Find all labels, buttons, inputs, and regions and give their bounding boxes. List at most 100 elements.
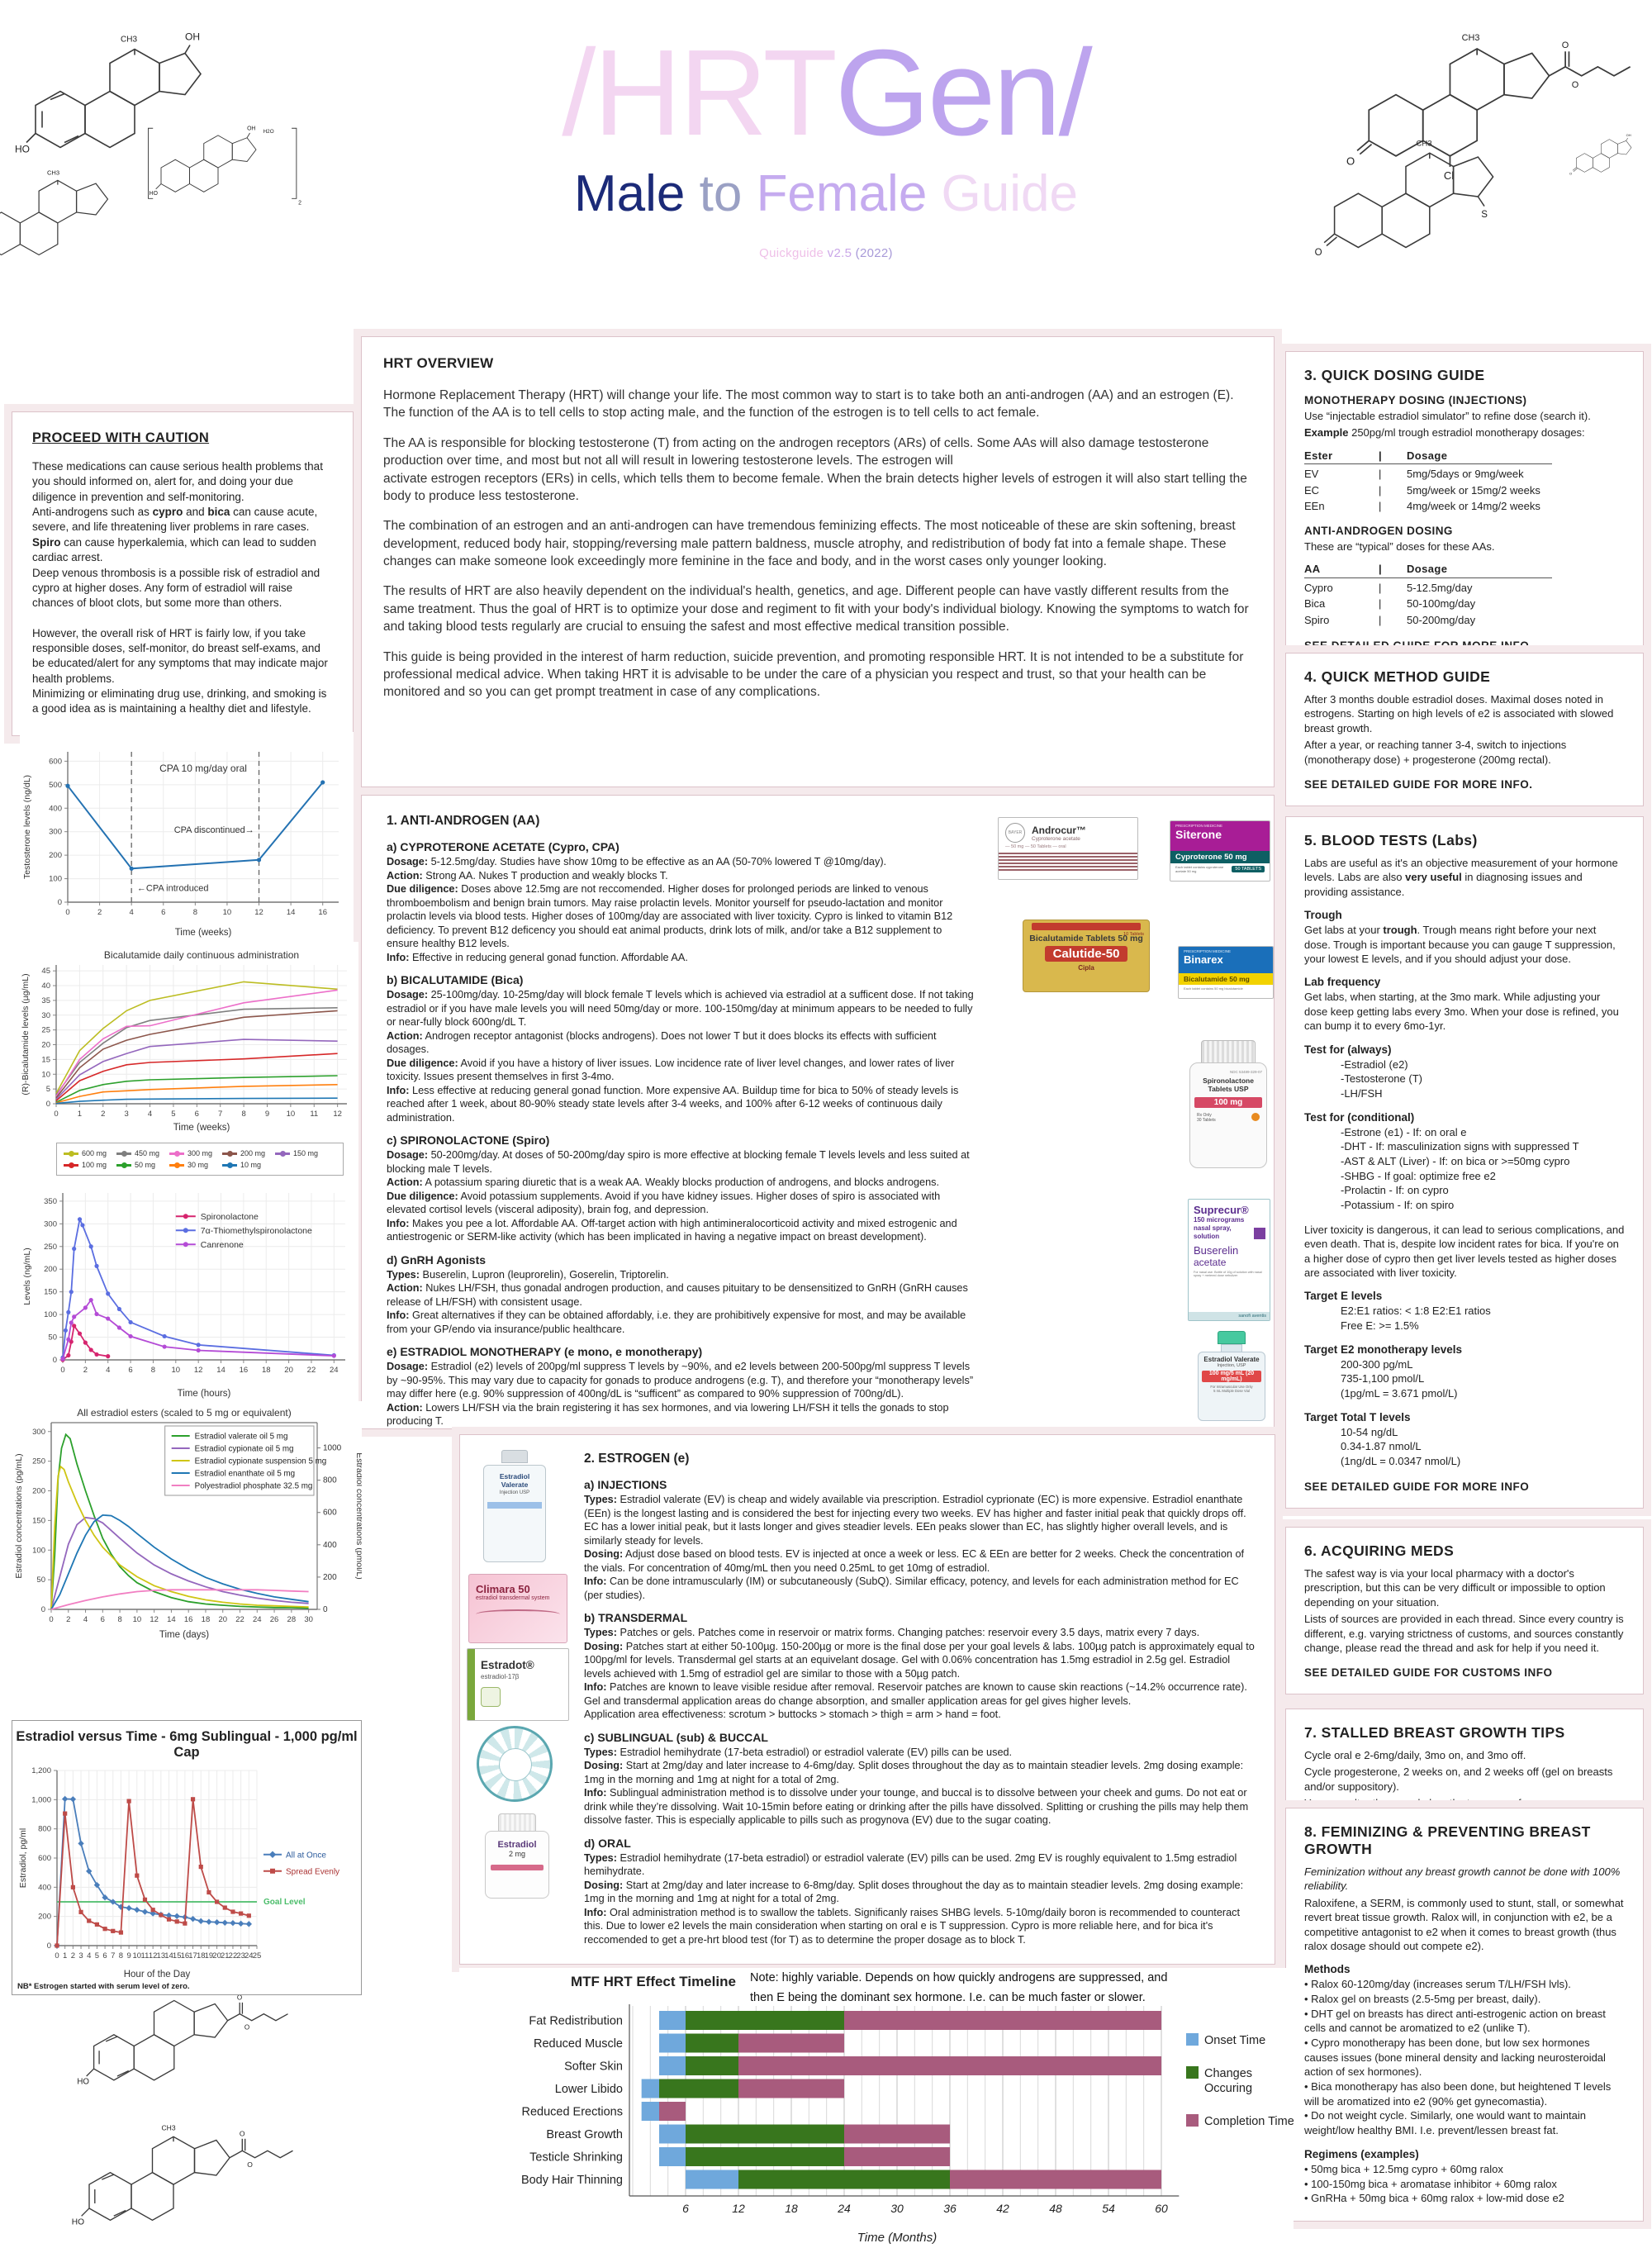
right-list-item: • Ralox 60-120mg/day (increases serum T/… (1304, 1978, 1571, 1991)
drug-item-line: Action: Nukes LH/FSH, thus gonadal andro… (387, 1282, 968, 1308)
med-sub: Injection, USP (1217, 1363, 1246, 1368)
med-calutide: Bicalutamide Tablets 50 mg Calutide-50 Cip… (1023, 920, 1150, 992)
right-list-item: • Bica monotherapy has also been done, b… (1304, 2080, 1612, 2108)
cell-drug: Bica (1304, 597, 1326, 611)
legend-dot (69, 1150, 74, 1157)
svg-text:Completion Time: Completion Time (1204, 2115, 1294, 2128)
right-paragraph: The safest way is via your local pharmac… (1304, 1567, 1606, 1609)
timeline-bar-completion (738, 2079, 844, 2098)
line-label: Action: (387, 1401, 423, 1414)
svg-text:7: 7 (218, 1110, 222, 1119)
svg-text:40: 40 (41, 981, 50, 991)
med-sub: 2 mg (508, 1850, 525, 1858)
subtitle-part: Guide (927, 164, 1078, 222)
svg-text:200: 200 (323, 1573, 337, 1582)
patch-square (481, 1687, 501, 1707)
svg-text:200: 200 (32, 1487, 45, 1496)
svg-text:12: 12 (150, 1615, 159, 1624)
dosing-table: AA | Dosage Cypro | 5-12.5mg/day Bica | 50-100mg… (1304, 561, 1552, 628)
legend-dot (280, 1150, 286, 1157)
med-top: PRESCRIPTION MEDICINE (1184, 949, 1232, 953)
molecule-steroid-small: O OH (1569, 76, 1652, 233)
svg-text:O: O (1569, 172, 1572, 176)
molecule-estradiol-svg: HO OH CH3 (15, 31, 202, 155)
timeline-bar-changes (738, 2170, 950, 2189)
svg-text:21: 21 (221, 1951, 230, 1960)
drug-item-line: Types: Estradiol hemihydrate (17-beta es… (584, 1746, 1013, 1758)
line-label: Due diligence: (387, 1190, 458, 1202)
med-brand: Calutide-50 (1044, 946, 1128, 962)
med-band: 100 mg/5 mL (20 mg/mL) (1202, 1371, 1261, 1382)
right-list-item: • 50mg bica + 12.5mg cypro + 60mg ralox (1304, 2162, 1503, 2175)
legend-dot (174, 1150, 180, 1157)
timeline-bar-onset (659, 2011, 686, 2030)
right-paragraph: You may alter these cycle lengths to you… (1304, 1797, 1557, 1810)
right-subheading: Lab frequency (1304, 976, 1381, 989)
right-list-item: 200-300 pg/mL (1341, 1357, 1413, 1371)
caution-paragraph: Anti-androgens such as cypro and bica ca… (32, 506, 318, 534)
maker-logo (1251, 1113, 1260, 1121)
svg-text:Time (Months): Time (Months) (857, 2231, 938, 2245)
svg-text:0: 0 (53, 1356, 57, 1365)
line-label: Info: (387, 1309, 410, 1321)
series-100 mg (55, 1053, 338, 1102)
chart-spironolactone-levels: 0 2 4 6 8 10 12 14 16 18 20 22 24 0 50 100 150 200 250 300 3… (20, 1181, 358, 1401)
med-name2: Buserelin (1194, 1244, 1239, 1257)
drug-item-line: Dosing: Patches start at either 50-100µg… (584, 1640, 1255, 1680)
svg-text:17: 17 (188, 1951, 197, 1960)
line-label: Action: (387, 1282, 423, 1294)
svg-text:200: 200 (44, 1265, 57, 1274)
svg-text:600: 600 (49, 757, 62, 766)
svg-text:200: 200 (49, 851, 62, 860)
svg-text:Estradiol valerate oil 5 mg: Estradiol valerate oil 5 mg (195, 1433, 288, 1442)
svg-text:Occuring: Occuring (1204, 2082, 1252, 2095)
svg-text:5: 5 (171, 1110, 175, 1119)
subtitle-part: Male (574, 164, 686, 222)
right-paragraph: Raloxifene, a SERM, is commonly used to … (1304, 1896, 1624, 1953)
right-list-item: • GnRHa + 50mg bica + 60mg ralox + low-m… (1304, 2192, 1564, 2205)
med-use: For Intramuscular Use Only (1210, 1385, 1253, 1389)
dosing-table-row: Spiro | 50-200mg/day (1304, 612, 1552, 629)
svg-text:600: 600 (38, 1854, 51, 1863)
right-paragraph: These are “typical” doses for these AAs. (1304, 539, 1495, 553)
svg-text:0: 0 (49, 1615, 53, 1624)
svg-text:16: 16 (184, 1615, 193, 1624)
legend-item: 450 mg (116, 1149, 169, 1157)
med-name: Climara 50 (476, 1583, 530, 1595)
med-maker: sanofi aventis (1189, 1312, 1270, 1320)
med-name: Estradiol (497, 1840, 537, 1850)
svg-text:24: 24 (330, 1366, 339, 1375)
svg-text:400: 400 (49, 804, 62, 813)
series-200 mg (55, 1010, 338, 1099)
svg-text:12: 12 (149, 1951, 158, 1960)
right-list-item: 10-54 ng/dL (1341, 1425, 1398, 1438)
drug-item-line: Due diligence: Avoid if you have a histo… (387, 1057, 955, 1083)
svg-text:0: 0 (60, 1366, 64, 1375)
drug-item-line: Dosing: Adjust dose based on blood tests… (584, 1548, 1245, 1574)
chart-cpa-testosterone: 0 2 4 6 8 10 12 14 16 0 100 200 300 400 500 600 CPA 10 m… (20, 732, 354, 940)
right-paragraph: Cycle progesterone, 2 weeks on, and 2 we… (1304, 1766, 1613, 1793)
timeline-bar-changes (686, 2011, 844, 2030)
line-label: Info: (584, 1681, 607, 1693)
svg-text:2: 2 (101, 1110, 105, 1119)
right-list-item: (1pg/mL = 3.671 pmol/L) (1341, 1387, 1458, 1400)
med-name: Estradot® (481, 1659, 534, 1671)
svg-text:2: 2 (83, 1366, 88, 1375)
svg-text:600: 600 (323, 1509, 337, 1518)
right-paragraph: Feminization without any breast growth c… (1304, 1865, 1621, 1893)
svg-text:Estradiol, pg/ml: Estradiol, pg/ml (18, 1828, 28, 1888)
svg-text:0: 0 (58, 898, 62, 907)
right-box: 4. QUICK METHOD GUIDE After 3 months doub… (1278, 644, 1651, 815)
legend-swatch (169, 1162, 184, 1168)
legend-item: 150 mg (275, 1149, 328, 1157)
line-label: Action: (387, 1029, 423, 1042)
drug-item: c) SPIRONOLACTONE (Spiro) Dosage: 50-200m… (387, 1134, 975, 1244)
drug-item-line: Action: Lowers LH/FSH via the brain regi… (387, 1401, 949, 1428)
svg-text:Fat Redistribution: Fat Redistribution (529, 2015, 623, 2028)
svg-text:22: 22 (229, 1951, 238, 1960)
drug-item-heading: c) SUBLINGUAL (sub) & BUCCAL (584, 1730, 768, 1744)
subtitle-part: Female (756, 164, 928, 222)
legend-label: 30 mg (188, 1161, 209, 1169)
svg-text:800: 800 (323, 1476, 337, 1485)
wave (476, 1609, 560, 1619)
